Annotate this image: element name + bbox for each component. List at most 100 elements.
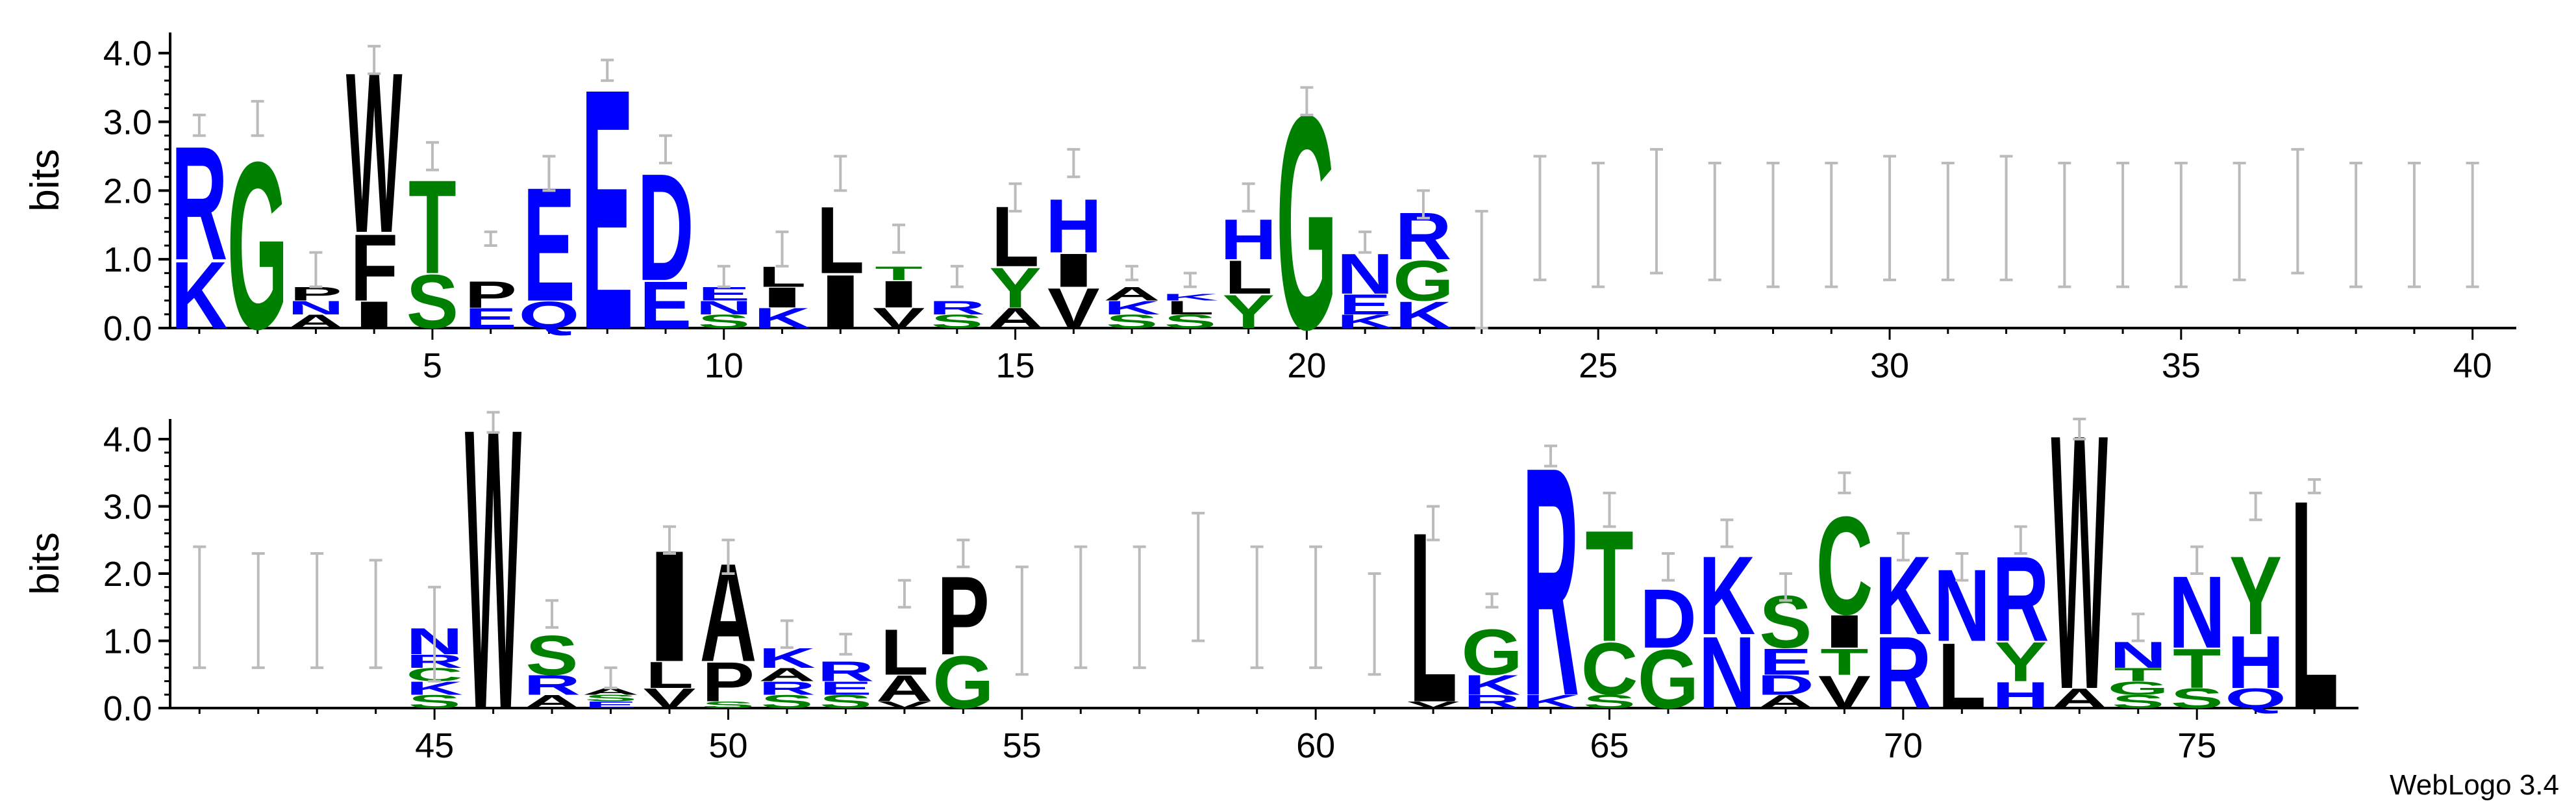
x-tick-label: 35 [2162, 346, 2201, 385]
logo-letter-Y: Y [989, 256, 1041, 320]
logo-letter-N: N [288, 297, 344, 318]
y-tick-label: 2.0 [103, 171, 152, 210]
logo-letter-S: S [702, 700, 755, 710]
logo-letter-K: K [1522, 691, 1579, 712]
logo-letter-S: S [931, 311, 983, 333]
logo-letter-R: R [1464, 691, 1521, 712]
y-tick-label: 0.0 [103, 689, 152, 728]
logo-letter-G: G [1461, 615, 1523, 689]
logo-letter-S: S [526, 624, 579, 687]
logo-letter-S: S [406, 259, 458, 344]
logo-letter-T: T [2173, 638, 2221, 700]
x-tick-label: 30 [1870, 346, 1909, 385]
logo-letter-R: R [758, 678, 816, 698]
logo-letter-R: R [523, 670, 581, 701]
logo-letter-V: V [1407, 700, 1460, 710]
logo-letter-S: S [1164, 311, 1216, 333]
logo-letter-P: P [702, 652, 755, 714]
x-tick-label: 15 [996, 346, 1035, 385]
logo-letter-L: L [1225, 251, 1273, 305]
logo-letter-V: V [1818, 666, 1871, 718]
logo-letter-A: A [288, 311, 344, 333]
x-tick-label: 45 [415, 726, 454, 765]
logo-letter-S: S [760, 691, 813, 712]
logo-letter-Y: Y [1994, 631, 2047, 694]
logo-letter-K: K [1162, 292, 1218, 302]
logo-letter-V: V [878, 700, 931, 710]
logo-letter-H: H [1045, 184, 1102, 269]
weblogo-version-label: WebLogo 3.4 [2390, 769, 2559, 801]
logo-letter-G: G [2107, 678, 2168, 698]
logo-letter-K: K [1395, 294, 1451, 336]
logo-letter-G: G [227, 112, 288, 379]
y-axis-title: bits [23, 149, 68, 211]
x-tick-label: 55 [1003, 726, 1042, 765]
logo-letter-A: A [987, 303, 1044, 335]
logo-letter-A: A [1104, 283, 1160, 305]
logo-letter-E: E [581, 18, 633, 401]
logo-letter-K: K [1699, 533, 1756, 658]
logo-letter-E: E [1759, 641, 1812, 683]
x-tick-label: 20 [1287, 346, 1326, 385]
logo-letter-E: E [640, 268, 692, 342]
logo-letter-I: I [1048, 244, 1099, 297]
x-tick-label: 25 [1579, 346, 1618, 385]
logo-letter-S: S [1106, 311, 1158, 333]
logo-letter-S: S [1583, 691, 1636, 712]
logo-letter-H: H [1220, 208, 1277, 272]
logo-letter-A: A [582, 687, 640, 697]
x-tick-label: 70 [1884, 726, 1923, 765]
logo-letter-P: P [937, 553, 990, 678]
logo-letter-D: D [637, 142, 694, 312]
logo-letter-C: C [1816, 488, 1873, 644]
logo-letter-L: L [645, 655, 694, 696]
y-tick-label: 1.0 [103, 622, 152, 661]
logo-letter-T: T [2114, 665, 2162, 685]
logo-letter-I: I [1819, 605, 1870, 657]
logo-letter-I: I [815, 259, 866, 344]
x-tick-label: 50 [708, 726, 747, 765]
logo-letter-Y: Y [2229, 533, 2282, 658]
logo-letter-I: I [873, 273, 924, 316]
logo-letter-N: N [1699, 615, 1756, 730]
logo-letter-D: D [1640, 571, 1697, 665]
logo-letter-R: R [171, 112, 227, 294]
logo-letter-N: N [695, 297, 752, 318]
logo-letter-R: R [1875, 615, 1932, 730]
logo-letter-E: E [465, 303, 517, 335]
logo-letter-Y: Y [1222, 285, 1274, 338]
logo-letter-S: S [408, 691, 461, 712]
logo-letter-E: E [819, 678, 872, 698]
logo-letter-A: A [876, 668, 933, 709]
logo-letter-G: G [1638, 631, 1699, 726]
logo-letter-I: I [349, 294, 399, 336]
logo-letter-T: T [875, 262, 923, 284]
logo-letter-S: S [2171, 683, 2223, 714]
y-tick-label: 4.0 [103, 34, 152, 73]
y-tick-label: 3.0 [103, 103, 152, 142]
logo-letter-T: T [1820, 641, 1868, 683]
x-tick-label: 5 [423, 346, 442, 385]
logo-letter-K: K [1464, 670, 1521, 701]
y-tick-label: 2.0 [103, 555, 152, 594]
logo-letter-E: E [584, 700, 637, 710]
logo-letter-R: R [929, 297, 985, 318]
logo-letter-S: S [2112, 691, 2164, 712]
logo-letter-P: P [465, 273, 517, 316]
logo-letter-A: A [523, 691, 581, 712]
logo-letter-H: H [1992, 675, 2049, 717]
logo-letter-F: F [350, 214, 398, 321]
logo-letter-E: E [1339, 288, 1391, 320]
logo-letter-S: S [819, 691, 872, 712]
logo-letter-C: C [1581, 628, 1638, 711]
logo-letter-D: D [1757, 670, 1814, 701]
logo-letter-K: K [1104, 297, 1160, 318]
logo-letter-L: L [881, 615, 929, 689]
logo-letter-L: L [1938, 624, 1986, 728]
logo-letter-A: A [2051, 683, 2108, 714]
logo-letter-R: R [818, 656, 875, 687]
y-axis-title: bits [23, 532, 68, 594]
